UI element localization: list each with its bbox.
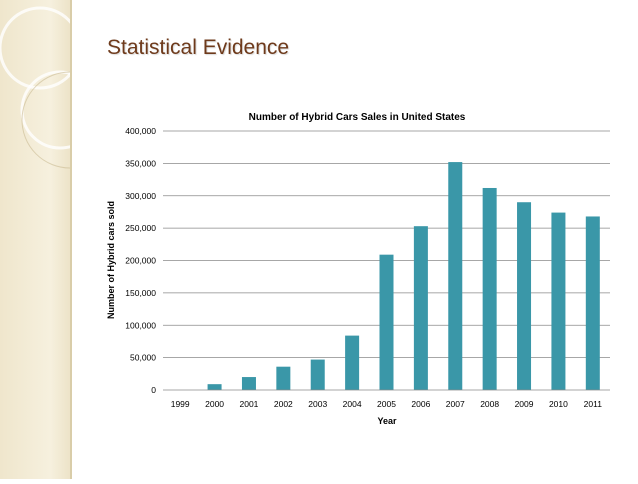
x-tick-label: 2000 [205,399,224,409]
decorative-side-panel [0,0,119,479]
x-tick-label: 1999 [171,399,190,409]
y-tick-label: 400,000 [125,126,156,136]
bar-2003 [310,359,325,390]
x-tick-label: 2008 [480,399,499,409]
y-tick-label: 350,000 [125,158,156,168]
x-tick-label: 2003 [308,399,327,409]
y-tick-label: 0 [151,385,156,395]
y-tick-label: 100,000 [125,320,156,330]
x-tick-label: 2005 [377,399,396,409]
bar-2005 [379,254,394,390]
y-tick-label: 150,000 [125,288,156,298]
x-tick-label: 2004 [343,399,362,409]
x-axis-ticks: 1999 2000 2001 2002 2003 2004 2005 2006 2007 2008… [171,399,602,409]
bar-2007 [448,162,463,390]
bar-2004 [345,335,360,390]
bar-2002 [276,366,291,390]
x-tick-label: 2010 [549,399,568,409]
x-tick-label: 2002 [274,399,293,409]
bar-2009 [517,202,532,390]
x-tick-label: 2007 [446,399,465,409]
x-tick-label: 2009 [515,399,534,409]
y-tick-label: 50,000 [130,353,156,363]
bars [207,162,600,390]
y-tick-label: 200,000 [125,256,156,266]
y-tick-label: 300,000 [125,191,156,201]
x-tick-label: 2001 [240,399,259,409]
slide-title: Statistical Evidence [107,36,290,59]
bar-2010 [551,212,566,390]
x-axis-label: Year [377,416,397,426]
bar-2001 [241,377,256,390]
x-tick-label: 2006 [411,399,430,409]
bar-2008 [482,187,497,390]
bar-2000 [207,384,222,390]
y-axis-ticks: 0 50,000 100,000 150,000 200,000 250,000 300,0… [125,126,156,395]
chart-title: Number of Hybrid Cars Sales in United St… [249,112,466,123]
y-axis-label: Number of Hybrid cars sold [106,201,116,319]
bar-2011 [585,216,600,390]
bar-2006 [413,226,428,390]
y-tick-label: 250,000 [125,223,156,233]
x-tick-label: 2011 [584,399,603,409]
side-panel-edge [70,0,72,479]
